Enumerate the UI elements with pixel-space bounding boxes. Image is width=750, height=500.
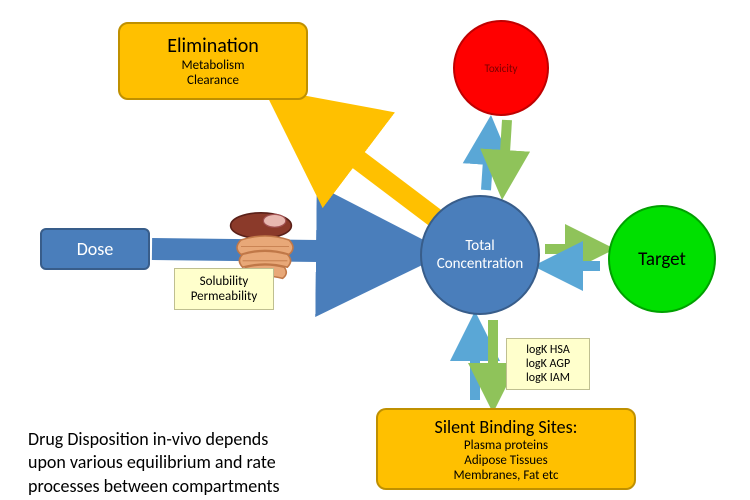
- logk-label: logK HSA logK AGP logK IAM: [506, 338, 590, 390]
- toxicity-label: Toxicity: [484, 62, 517, 75]
- silent-line-2: Adipose Tissues: [464, 453, 547, 468]
- target-label: Target: [638, 248, 686, 271]
- logk-line-1: logK HSA: [526, 343, 570, 357]
- elimination-line-2: Clearance: [187, 73, 239, 88]
- logk-line-2: logK AGP: [526, 357, 570, 371]
- total-line-1: Total: [465, 237, 494, 255]
- caption-text: Drug Disposition in-vivo depends upon va…: [28, 428, 280, 498]
- arrow-toxicity-to-total: [503, 120, 507, 185]
- dose-node: Dose: [40, 228, 150, 270]
- elimination-node: Elimination Metabolism Clearance: [118, 22, 308, 100]
- silent-binding-node: Silent Binding Sites: Plasma proteins Ad…: [376, 408, 636, 490]
- elimination-title: Elimination: [167, 34, 259, 58]
- total-concentration-node: Total Concentration: [420, 195, 540, 315]
- logk-line-3: logK IAM: [526, 371, 570, 385]
- silent-line-1: Plasma proteins: [464, 438, 548, 453]
- caption-line-3: processes between compartments: [28, 475, 280, 498]
- arrow-total-to-toxicity: [486, 130, 490, 190]
- solperm-line-2: Permeability: [191, 289, 258, 304]
- total-line-2: Concentration: [437, 255, 523, 273]
- elimination-line-1: Metabolism: [181, 58, 244, 73]
- caption-line-1: Drug Disposition in-vivo depends: [28, 428, 280, 451]
- silent-line-3: Membranes, Fat etc: [454, 468, 559, 483]
- solperm-line-1: Solubility: [200, 274, 249, 289]
- caption-line-2: upon various equilibrium and rate: [28, 451, 280, 474]
- arrow-total-to-elimination: [295, 112, 438, 220]
- toxicity-node: Toxicity: [453, 20, 549, 116]
- target-node: Target: [608, 205, 716, 313]
- silent-title: Silent Binding Sites:: [435, 416, 578, 438]
- solubility-permeability-label: Solubility Permeability: [174, 268, 274, 310]
- dose-label: Dose: [77, 238, 114, 260]
